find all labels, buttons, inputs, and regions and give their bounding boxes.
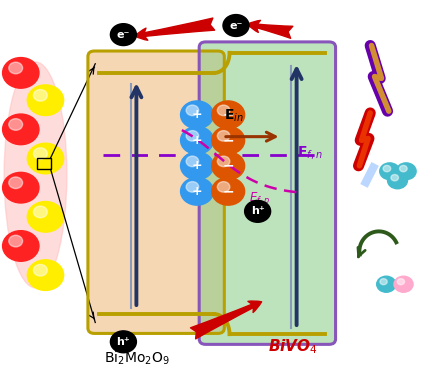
Circle shape [3, 57, 39, 88]
Text: BiVO$_4$: BiVO$_4$ [268, 337, 318, 356]
Text: −: − [223, 184, 234, 198]
Circle shape [186, 182, 199, 192]
Text: h⁺: h⁺ [116, 337, 130, 347]
Circle shape [394, 276, 413, 292]
Circle shape [9, 118, 23, 130]
Circle shape [186, 105, 199, 116]
Circle shape [380, 163, 400, 180]
Circle shape [27, 143, 64, 174]
Text: e⁻: e⁻ [117, 29, 130, 40]
Circle shape [3, 114, 39, 145]
Text: e⁻: e⁻ [229, 21, 242, 31]
Circle shape [27, 260, 64, 290]
Circle shape [217, 105, 230, 116]
Circle shape [217, 182, 230, 192]
Circle shape [33, 89, 47, 101]
Circle shape [212, 177, 245, 205]
Text: −: − [223, 133, 234, 147]
Circle shape [217, 131, 230, 141]
Circle shape [380, 279, 387, 285]
Circle shape [383, 165, 391, 172]
Circle shape [9, 235, 23, 247]
Circle shape [212, 152, 245, 180]
Circle shape [33, 265, 47, 276]
Circle shape [217, 156, 230, 167]
Circle shape [400, 165, 407, 172]
Bar [37, 158, 51, 169]
Circle shape [110, 331, 136, 353]
Circle shape [110, 24, 136, 46]
Circle shape [181, 177, 213, 205]
Text: +: + [192, 185, 202, 198]
Circle shape [391, 174, 398, 181]
FancyBboxPatch shape [199, 42, 336, 344]
Circle shape [377, 276, 396, 292]
Circle shape [181, 152, 213, 180]
Text: E$_{f,p}$: E$_{f,p}$ [249, 190, 271, 207]
Circle shape [388, 172, 407, 189]
Circle shape [245, 201, 271, 222]
Ellipse shape [4, 62, 67, 288]
Text: E$_{in}$: E$_{in}$ [224, 107, 244, 124]
Circle shape [397, 279, 404, 285]
Circle shape [186, 156, 199, 167]
Circle shape [212, 127, 245, 154]
Text: −: − [223, 108, 234, 122]
Text: +: + [192, 108, 202, 121]
Text: +: + [192, 134, 202, 147]
Circle shape [186, 131, 199, 141]
Circle shape [3, 172, 39, 203]
Circle shape [181, 127, 213, 154]
Circle shape [33, 206, 47, 218]
Circle shape [223, 15, 249, 36]
FancyBboxPatch shape [88, 51, 224, 333]
Circle shape [396, 163, 416, 180]
Text: h⁺: h⁺ [251, 206, 265, 216]
Circle shape [3, 231, 39, 261]
Text: +: + [192, 159, 202, 172]
Circle shape [33, 148, 47, 159]
Circle shape [9, 62, 23, 74]
Circle shape [181, 101, 213, 129]
Circle shape [27, 202, 64, 232]
Text: E$_{f,n}$: E$_{f,n}$ [297, 144, 322, 161]
Circle shape [212, 101, 245, 129]
Text: Bi$_2$Mo$_2$O$_9$: Bi$_2$Mo$_2$O$_9$ [104, 349, 170, 367]
Text: −: − [223, 159, 234, 173]
Circle shape [9, 177, 23, 188]
Circle shape [27, 85, 64, 116]
